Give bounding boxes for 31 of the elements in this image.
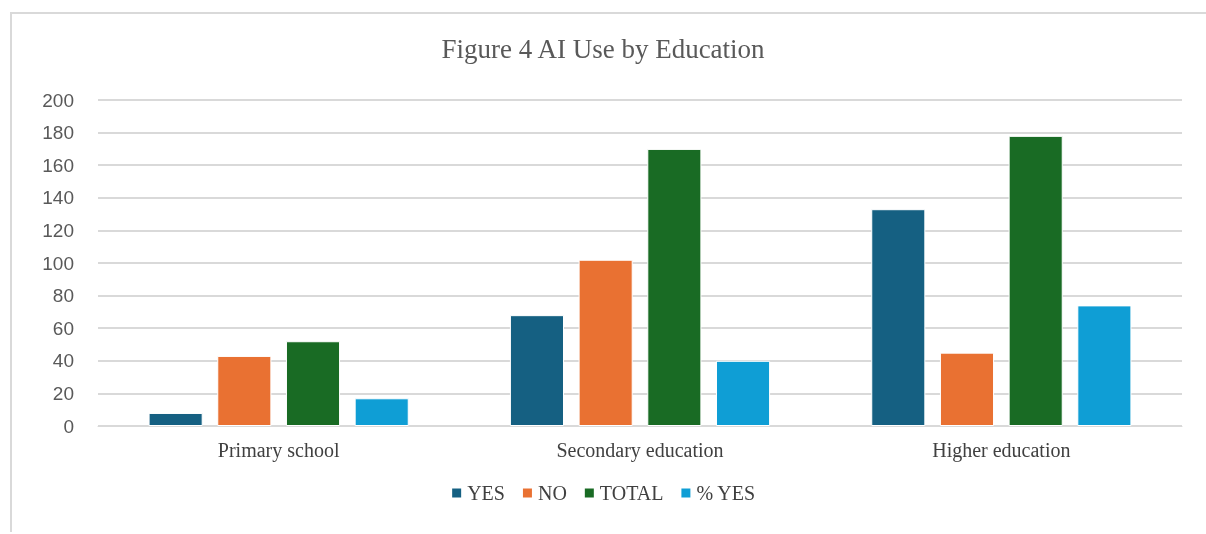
y-tick-label: 0	[63, 415, 74, 437]
y-tick-label: 140	[42, 187, 74, 209]
y-tick-label: 160	[42, 154, 74, 176]
x-tick-label: Higher education	[932, 439, 1071, 462]
y-tick-label: 60	[52, 317, 74, 339]
bar	[647, 148, 702, 426]
bar	[578, 259, 633, 426]
bar	[509, 315, 565, 426]
legend-label: % YES	[696, 482, 756, 504]
x-tick-label: Primary school	[217, 439, 340, 462]
bar	[217, 355, 272, 426]
bar	[285, 341, 341, 426]
chart-title: Figure 4 AI Use by Education	[441, 33, 766, 64]
bar	[354, 398, 409, 426]
y-tick-label: 80	[52, 285, 74, 307]
bar	[148, 412, 203, 426]
legend-label: TOTAL	[599, 482, 664, 504]
y-tick-label: 100	[42, 252, 74, 274]
y-tick-label: 180	[42, 122, 74, 144]
bar	[871, 209, 926, 426]
x-tick-label: Secondary education	[556, 439, 724, 462]
y-tick-label: 120	[42, 219, 74, 241]
legend-label: NO	[537, 482, 567, 504]
bar	[939, 352, 995, 426]
y-tick-label: 20	[52, 382, 74, 404]
bar	[1008, 135, 1063, 426]
y-tick-label: 200	[42, 89, 74, 111]
y-tick-label: 40	[52, 350, 74, 372]
legend-label: YES	[467, 482, 505, 504]
bar	[715, 360, 771, 426]
bar	[1077, 305, 1132, 426]
